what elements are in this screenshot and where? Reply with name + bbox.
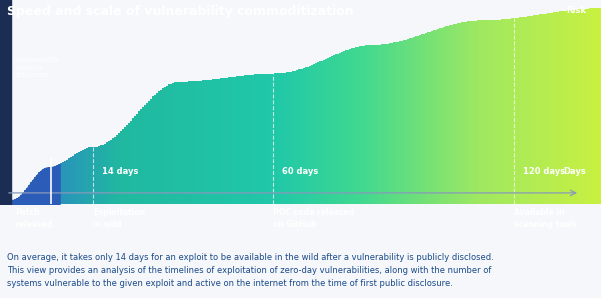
- Text: Vulnerability
publicly
disclosed: Vulnerability publicly disclosed: [15, 57, 60, 78]
- Text: POC code released
on GitHub: POC code released on GitHub: [273, 208, 355, 229]
- Text: Speed and scale of vulnerability commoditization: Speed and scale of vulnerability commodi…: [7, 5, 354, 18]
- Text: Days: Days: [563, 167, 586, 176]
- Text: Patch
released: Patch released: [15, 208, 52, 229]
- Text: 60 days: 60 days: [282, 167, 319, 176]
- Text: Available in
scanning tools: Available in scanning tools: [514, 208, 577, 229]
- Text: On average, it takes only 14 days for an exploit to be available in the wild aft: On average, it takes only 14 days for an…: [7, 253, 494, 288]
- Text: 14 days: 14 days: [102, 167, 139, 176]
- Text: 120 days: 120 days: [523, 167, 565, 176]
- Text: Risk: Risk: [566, 6, 586, 15]
- Text: Exploitation
in wild: Exploitation in wild: [93, 208, 145, 229]
